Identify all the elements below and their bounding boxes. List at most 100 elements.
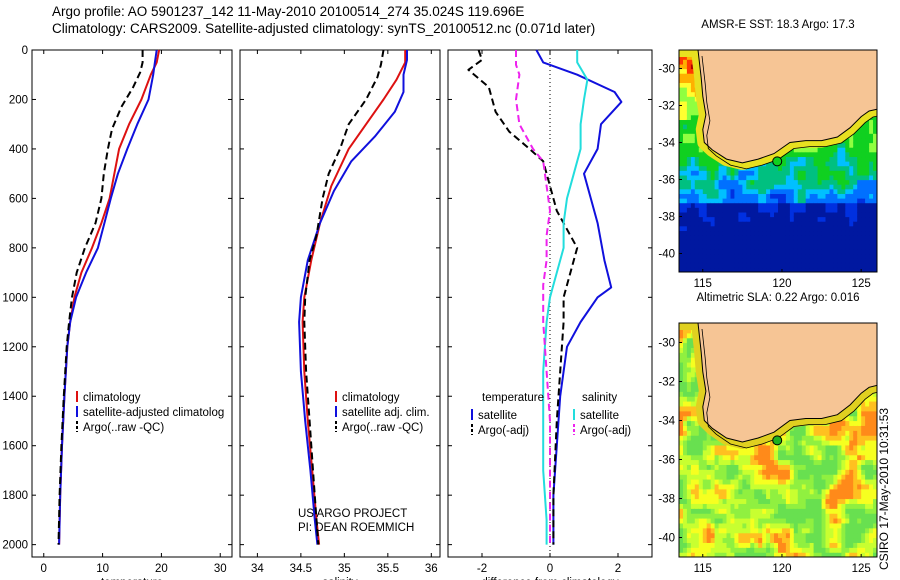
map-cell [690,371,696,378]
map-cell [861,498,866,504]
map-cell [774,235,779,241]
map-cell [837,193,842,199]
map-cell [718,267,724,272]
map-cell [726,542,732,548]
map-cell [778,552,783,557]
map-cell [710,211,716,218]
map-cell [766,253,771,259]
map-cell [762,547,767,553]
map-cell [758,464,763,470]
map-cell [694,552,700,557]
map-cell [694,435,700,441]
map-cell [738,552,743,557]
map-cell [833,161,838,167]
map-cell [690,77,696,84]
map-cell [849,459,854,465]
map-cell [750,459,755,465]
map-cell [817,156,823,162]
map-cell [706,248,712,255]
map-cell [778,235,783,241]
map-cell [785,527,791,534]
map-cell [774,459,779,465]
map-cell [853,156,858,162]
map-cell [698,156,704,162]
map-cell [730,552,736,557]
map-cell [817,211,823,218]
map-cell [766,258,771,264]
map-cell [679,174,684,181]
map-cell [841,493,846,500]
map-cell [726,216,732,222]
map-cell [837,503,842,509]
sst-map-ytick-label: -40 [658,249,675,261]
map-cell [734,537,739,543]
map-cell [837,156,842,162]
map-cell [841,488,846,495]
map-cell [694,508,700,514]
map-cell [702,151,708,158]
map-cell [785,267,791,272]
map-cell [837,547,842,553]
map-cell [833,147,838,153]
map-cell [841,253,846,259]
map-cell [833,518,838,524]
map-cell [853,513,858,519]
map-cell [797,262,803,269]
map-cell [813,165,819,171]
map-cell [869,493,874,500]
map-cell [722,188,728,195]
map-cell [774,258,779,264]
map-cell [841,142,846,148]
depth-tick-label: 0 [22,45,28,57]
map-cell [825,207,831,213]
map-cell [829,221,835,227]
map-cell [849,161,854,167]
map-cell [706,207,712,213]
map-cell [679,527,684,534]
map-cell [694,258,700,264]
map-cell [679,425,684,431]
map-cell [813,513,819,519]
map-cell [809,444,815,451]
map-cell [754,253,759,259]
map-cell [774,532,779,539]
map-cell [782,244,787,250]
map-cell [873,221,877,227]
map-cell [750,193,755,199]
map-cell [809,165,815,171]
map-cell [714,537,720,543]
map-cell [706,161,712,167]
map-cell [869,193,874,199]
map-cell [865,202,870,208]
difference-legend-label: Argo(-adj) [478,425,529,437]
map-cell [793,552,799,557]
map-cell [873,225,877,232]
map-cell [821,258,827,264]
map-cell [686,59,692,65]
map-cell [690,396,696,402]
map-cell [785,552,791,557]
map-cell [785,513,791,519]
map-cell [698,202,704,208]
map-cell [750,449,755,456]
map-cell [813,221,819,227]
map-cell [694,165,700,171]
map-cell [853,488,858,495]
map-cell [817,430,823,436]
map-cell [853,454,858,461]
map-cell [865,230,870,236]
map-cell [679,202,684,208]
map-cell [702,508,708,514]
map-cell [734,552,739,557]
map-cell [730,207,736,213]
map-cell [690,216,696,222]
map-cell [789,267,795,272]
map-cell [801,207,807,213]
map-cell [683,133,688,139]
map-cell [849,547,854,553]
map-cell [726,165,732,171]
map-cell [722,193,728,199]
map-cell [829,440,835,446]
map-cell [770,193,775,199]
map-cell [833,420,838,426]
